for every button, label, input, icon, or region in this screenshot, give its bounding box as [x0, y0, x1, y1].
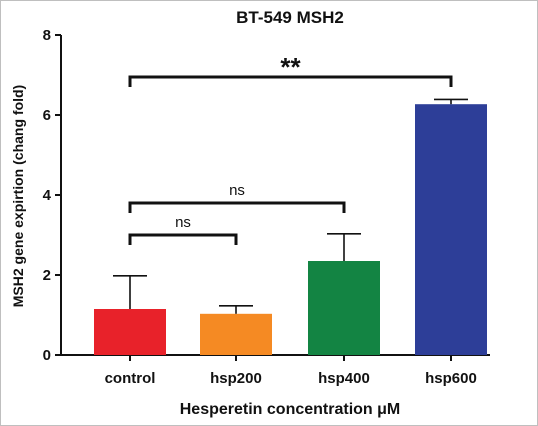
significance-bracket — [128, 75, 453, 87]
significance-bracket — [128, 233, 238, 245]
plot-area: 0 2 4 6 8 control hsp200 hsp400 hsp600 ns ns ** — [43, 27, 490, 387]
x-tick-label: hsp200 — [210, 370, 262, 387]
y-tick-label: 6 — [43, 107, 51, 124]
chart-title: BT-549 MSH2 — [236, 8, 344, 27]
bar-control — [94, 309, 166, 355]
significance-label: ns — [175, 214, 191, 231]
x-axis-label: Hesperetin concentration μM — [180, 401, 401, 418]
y-tick-label: 0 — [43, 347, 51, 364]
significance-label: ns — [229, 182, 245, 199]
x-tick-label: hsp400 — [318, 370, 370, 387]
significance-label: ** — [280, 52, 301, 82]
y-tick-label: 4 — [43, 187, 52, 204]
bar-hsp400 — [308, 261, 380, 355]
y-axis-label: MSH2 gene expirtion (chang fold) — [10, 85, 26, 307]
significance-bracket — [128, 201, 346, 213]
x-tick-label: hsp600 — [425, 370, 477, 387]
bar-hsp200 — [200, 313, 272, 355]
bar-hsp600 — [415, 104, 487, 355]
y-tick-label: 2 — [43, 267, 51, 284]
x-tick-label: control — [105, 370, 156, 387]
y-tick-label: 8 — [43, 27, 51, 44]
